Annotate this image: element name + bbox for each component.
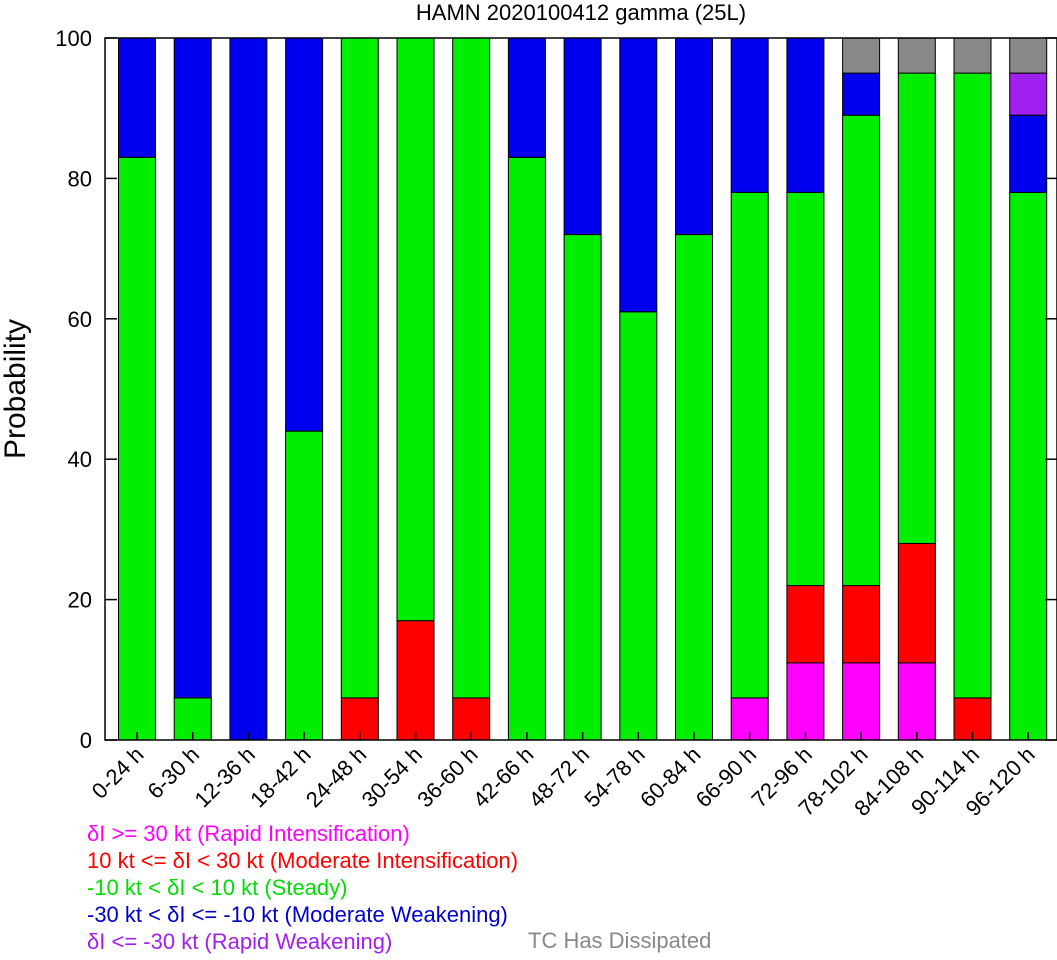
legend-steady: -10 kt < δI < 10 kt (Steady): [87, 875, 348, 900]
bar-segment-10-3: [675, 37, 713, 236]
legend-moderate-intensification: 10 kt <= δI < 30 kt (Moderate Intensific…: [87, 848, 519, 873]
bar-segment-14-1: [897, 542, 936, 664]
legend: δI >= 30 kt (Rapid Intensification) 10 k…: [87, 820, 518, 955]
bar-segment-7-2: [507, 156, 546, 741]
x-tick-label: 36-60 h: [412, 742, 482, 812]
bar-segment-16-2: [1009, 191, 1048, 741]
y-tick-label: 0: [80, 728, 92, 753]
x-tick-label: 66-90 h: [691, 742, 761, 812]
legend-dissipated: TC Has Dissipated: [528, 928, 712, 953]
bar-segment-14-5: [897, 37, 936, 74]
x-tick-label: 12-36 h: [189, 742, 259, 812]
legend-moderate-weakening: -30 kt < δI <= -10 kt (Moderate Weakenin…: [87, 902, 508, 927]
bar-segment-4-2: [340, 37, 379, 699]
bar-segment-15-5: [953, 37, 992, 74]
x-tick-label: 60-84 h: [635, 742, 705, 812]
bar-segment-12-0: [786, 662, 825, 741]
bar-segment-12-3: [786, 37, 825, 193]
x-tick-label: 18-42 h: [245, 742, 315, 812]
bar-segment-1-3: [173, 37, 212, 699]
bar-segment-0-3: [118, 37, 156, 158]
x-tick-label: 54-78 h: [579, 742, 649, 812]
bars-group: [118, 37, 1048, 741]
bar-segment-2-3: [229, 37, 268, 741]
bar-segment-9-3: [619, 37, 658, 313]
bar-segment-3-3: [285, 37, 324, 432]
y-tick-label: 100: [55, 26, 92, 51]
bar-segment-16-4: [1009, 72, 1048, 116]
bar-segment-15-2: [953, 72, 992, 699]
x-ticks-group: 0-24 h6-30 h12-36 h18-42 h24-48 h30-54 h…: [87, 732, 1040, 821]
y-tick-label: 40: [68, 447, 92, 472]
bar-segment-14-0: [897, 662, 936, 741]
x-tick-label: 30-54 h: [357, 742, 427, 812]
legend-rapid-intensification: δI >= 30 kt (Rapid Intensification): [87, 821, 410, 846]
bar-segment-7-3: [507, 37, 546, 158]
bar-segment-13-2: [842, 114, 881, 587]
bar-segment-5-2: [396, 37, 435, 622]
bar-segment-12-2: [786, 191, 825, 587]
bar-segment-6-2: [452, 37, 491, 699]
bar-segment-5-1: [396, 620, 435, 741]
bar-segment-16-3: [1009, 114, 1048, 193]
bar-segment-13-3: [842, 72, 881, 116]
bar-segment-3-2: [285, 430, 324, 741]
bar-segment-16-5: [1009, 37, 1048, 74]
y-axis-label: Probability: [0, 319, 32, 459]
bar-segment-9-2: [619, 311, 658, 741]
bar-segment-13-0: [842, 662, 881, 741]
bar-segment-10-2: [675, 234, 713, 741]
bar-segment-14-2: [897, 72, 936, 544]
x-tick-label: 48-72 h: [524, 742, 594, 812]
y-tick-label: 80: [68, 166, 92, 191]
bar-segment-13-5: [842, 37, 881, 74]
y-tick-label: 60: [68, 307, 92, 332]
bar-segment-11-2: [730, 191, 769, 699]
bar-segment-13-1: [842, 585, 881, 664]
bar-segment-0-2: [118, 156, 156, 741]
y-tick-label: 20: [68, 588, 92, 613]
legend-rapid-weakening: δI <= -30 kt (Rapid Weakening): [87, 929, 393, 954]
x-tick-label: 0-24 h: [87, 742, 149, 804]
bar-segment-8-3: [563, 37, 602, 236]
plot-frame: [104, 37, 1057, 741]
bar-segment-11-3: [730, 37, 769, 193]
bar-segment-8-2: [563, 234, 602, 741]
chart-title: HAMN 2020100412 gamma (25L): [416, 0, 746, 25]
x-tick-label: 42-66 h: [468, 742, 538, 812]
x-tick-label: 24-48 h: [301, 742, 371, 812]
bar-segment-12-1: [786, 585, 825, 664]
